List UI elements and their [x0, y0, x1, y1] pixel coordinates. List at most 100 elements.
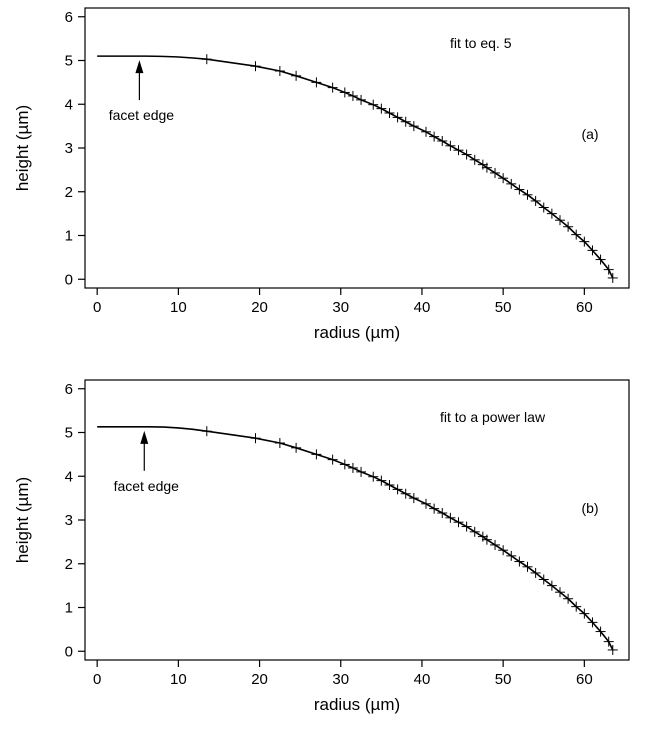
data-point: [421, 498, 432, 509]
data-point: [579, 608, 590, 619]
data-point: [506, 550, 517, 561]
data-point: [538, 574, 549, 585]
data-point: [339, 459, 350, 470]
y-tick-label: 1: [65, 600, 73, 617]
y-tick-label: 1: [65, 228, 73, 245]
data-point: [563, 593, 574, 604]
x-axis-label: radius (µm): [314, 695, 400, 714]
data-point: [347, 90, 358, 101]
data-point: [429, 503, 440, 514]
data-point: [429, 131, 440, 142]
data-point: [546, 580, 557, 591]
data-point: [469, 526, 480, 537]
data-point: [595, 254, 606, 265]
data-point: [498, 173, 509, 184]
y-tick-label: 5: [65, 53, 73, 70]
data-point: [311, 449, 322, 460]
data-point: [571, 601, 582, 612]
data-point: [514, 556, 525, 567]
data-point: [490, 539, 501, 550]
data-point: [538, 202, 549, 213]
y-tick-label: 3: [65, 512, 73, 529]
data-point: [376, 103, 387, 114]
data-point: [400, 488, 411, 499]
fit-curve: [97, 55, 614, 279]
fit-annotation: fit to eq. 5: [450, 35, 512, 51]
data-point: [453, 517, 464, 528]
panel-label: (a): [581, 126, 598, 142]
data-point: [201, 426, 212, 437]
data-point: [421, 126, 432, 137]
x-tick-label: 20: [251, 671, 268, 688]
data-point: [607, 644, 618, 655]
data-point: [347, 462, 358, 473]
x-tick-label: 30: [332, 671, 349, 688]
data-point: [530, 195, 541, 206]
x-tick-label: 20: [251, 299, 268, 316]
plot-frame: [84, 379, 630, 661]
data-point: [384, 108, 395, 118]
y-tick-label: 2: [65, 556, 73, 573]
data-point: [408, 493, 419, 504]
data-point: [506, 178, 517, 189]
data-point: [461, 521, 472, 532]
y-tick-label: 0: [65, 271, 73, 288]
data-point: [554, 215, 565, 226]
data-point: [522, 189, 533, 200]
data-point: [368, 471, 379, 482]
x-tick-label: 10: [170, 671, 187, 688]
data-point: [274, 66, 285, 76]
data-point: [356, 466, 367, 477]
data-point: [498, 545, 509, 556]
data-point: [481, 162, 492, 173]
data-point: [327, 454, 338, 465]
y-tick-label: 4: [65, 468, 73, 485]
fit-annotation: fit to a power law: [440, 409, 546, 425]
data-point: [250, 433, 261, 444]
panel-label: (b): [581, 500, 598, 516]
arrow-head: [135, 60, 144, 74]
data-point: [490, 167, 501, 178]
chart-panel-a: 0 10 20 30 40 50 60 0 1 2 3 4 5 6 radius (µm) height (µ…: [13, 7, 630, 342]
data-point: [453, 145, 464, 156]
x-tick-label: 40: [414, 671, 431, 688]
y-axis-label: height (µm): [13, 477, 32, 563]
y-tick-label: 5: [65, 425, 73, 442]
data-point: [522, 561, 533, 572]
data-point: [469, 154, 480, 165]
x-tick-label: 50: [495, 299, 512, 316]
x-tick-label: 0: [93, 299, 101, 316]
data-point: [514, 184, 525, 195]
chart-panel-b: 0 10 20 30 40 50 60 0 1 2 3 4 5 6 radius (µm) height (µ…: [13, 379, 630, 714]
facet-edge-label: facet edge: [114, 478, 180, 494]
data-point: [481, 534, 492, 545]
data-point: [250, 61, 261, 72]
y-tick-label: 6: [65, 381, 73, 398]
facet-edge-label: facet edge: [109, 107, 175, 123]
x-tick-label: 60: [576, 299, 593, 316]
data-point: [368, 99, 379, 110]
data-point: [437, 136, 448, 146]
data-point: [607, 272, 618, 283]
x-axis-label: radius (µm): [314, 323, 400, 342]
data-point: [437, 508, 448, 518]
plot-frame: [84, 7, 630, 289]
fit-curve: [97, 426, 614, 651]
data-point: [274, 438, 285, 448]
y-tick-label: 6: [65, 9, 73, 26]
data-point: [392, 112, 403, 123]
data-point: [546, 208, 557, 219]
data-point: [603, 264, 614, 275]
data-point: [291, 442, 302, 453]
data-point: [554, 587, 565, 598]
data-point: [603, 636, 614, 647]
y-tick-label: 0: [65, 643, 73, 660]
y-tick-label: 3: [65, 140, 73, 157]
arrow-head: [140, 430, 149, 444]
data-point: [563, 221, 574, 232]
x-tick-label: 50: [495, 671, 512, 688]
data-point: [445, 140, 456, 151]
data-point: [461, 149, 472, 160]
data-point: [311, 77, 322, 88]
